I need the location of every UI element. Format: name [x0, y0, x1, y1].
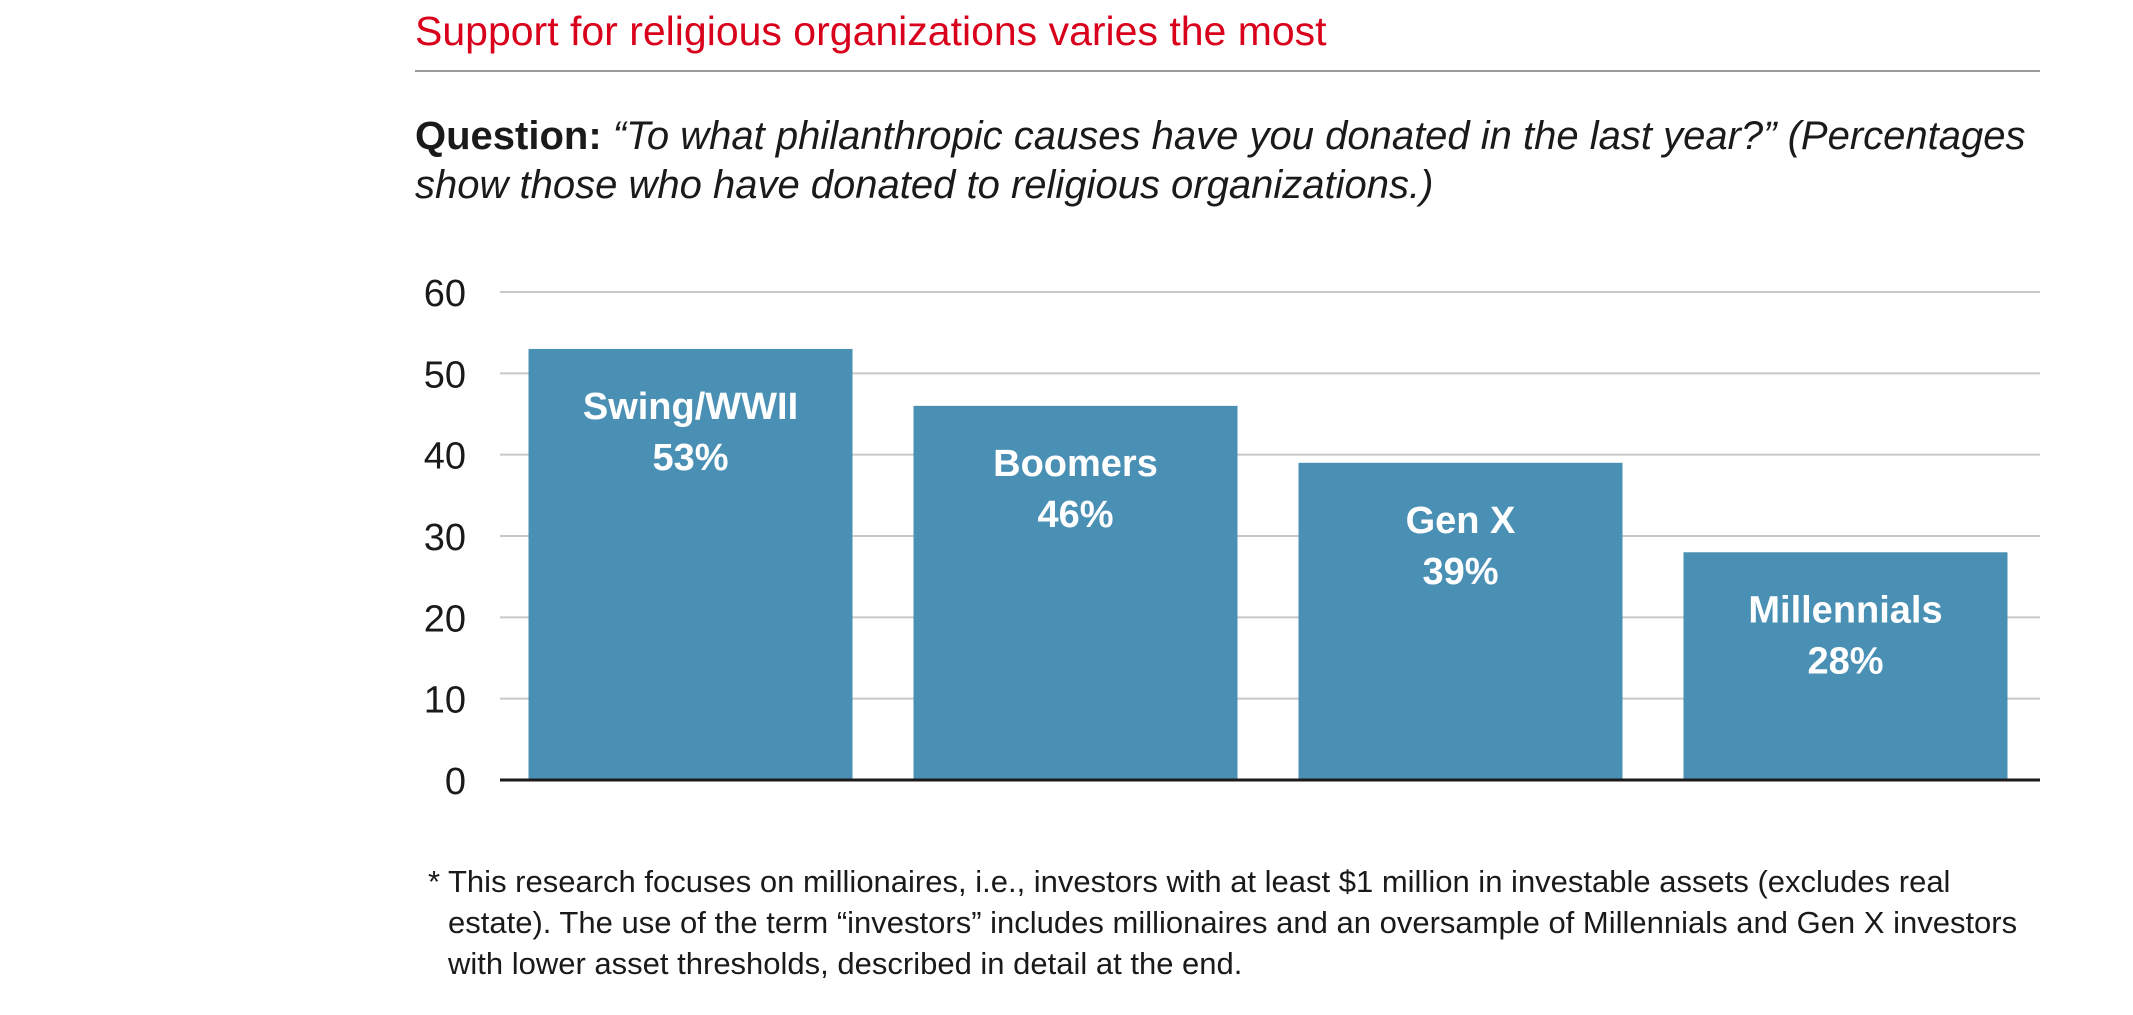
headline-divider [415, 70, 2040, 72]
footnote-marker: * [428, 864, 441, 899]
y-tick-label: 40 [424, 436, 466, 478]
question-block: Question: “To what philanthropic causes … [415, 112, 2055, 210]
bar-category-label: Millennials [1748, 589, 1942, 631]
bar-category-label: Gen X [1406, 500, 1516, 542]
bar-data-label: 46% [1037, 494, 1113, 536]
bar-data-label: 28% [1807, 640, 1883, 682]
bar [1683, 552, 2008, 780]
question-text: “To what philanthropic causes have you d… [415, 114, 2026, 207]
bar-category-label: Swing/WWII [583, 386, 798, 428]
question-label: Question: [415, 114, 602, 158]
footnote: * This research focuses on millionaires,… [428, 861, 2058, 984]
bar [1298, 462, 1623, 780]
bar-category-label: Boomers [993, 443, 1158, 485]
bar-data-label: 53% [652, 437, 728, 479]
y-tick-label: 30 [424, 517, 466, 559]
y-tick-label: 50 [424, 354, 466, 396]
bar [528, 348, 853, 780]
bar [913, 405, 1238, 780]
y-tick-label: 60 [424, 273, 466, 315]
y-tick-label: 20 [424, 598, 466, 640]
chart-headline: Support for religious organizations vari… [415, 8, 1327, 54]
bar-data-label: 39% [1422, 551, 1498, 593]
y-tick-label: 0 [445, 761, 466, 803]
y-tick-label: 10 [424, 680, 466, 722]
footnote-text: This research focuses on millionaires, i… [448, 864, 2018, 981]
